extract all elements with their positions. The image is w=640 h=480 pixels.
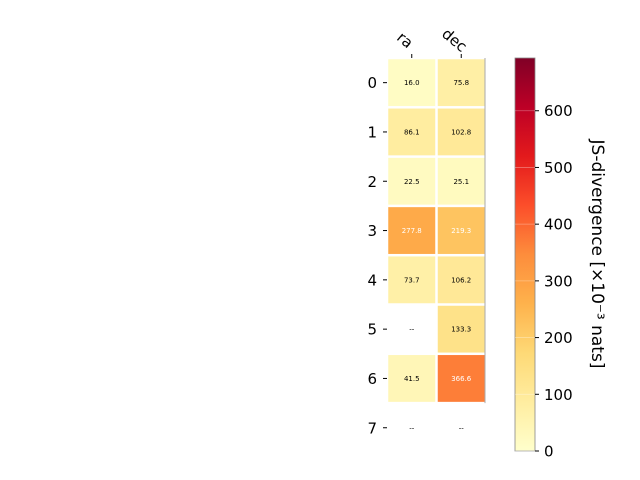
- cell-value-label: 219.3: [451, 227, 471, 235]
- heatmap-cells: 16.0 75.8 86.1 102.8 22.5 25.1 277.8 219.3 73.7 1…: [388, 58, 486, 432]
- colorbar-tick-label: 0: [544, 443, 554, 461]
- cell-value-label: 22.5: [404, 178, 420, 186]
- row-label-0: 0: [367, 74, 377, 92]
- row-label-3: 3: [367, 222, 377, 240]
- heatmap-cell-4-dec: [437, 256, 485, 304]
- colorbar-label: JS-divergence [×10⁻³ nats]: [587, 139, 607, 369]
- cell-value-label: 106.2: [451, 276, 471, 284]
- heatmap-cell-6-ra: [388, 355, 436, 402]
- colorbar-tick-label: 600: [544, 102, 573, 120]
- column-label-ra: ra: [393, 28, 416, 52]
- row-label-6: 6: [367, 370, 377, 388]
- cell-value-label: --: [409, 424, 415, 432]
- cell-value-label: 41.5: [404, 375, 420, 383]
- heatmap-cell-1-ra: [388, 108, 436, 156]
- colorbar-tick-label: 300: [544, 272, 573, 290]
- cell-value-label: --: [459, 424, 465, 432]
- row-label-5: 5: [367, 321, 377, 339]
- row-label-2: 2: [367, 173, 377, 191]
- cell-value-label: 16.0: [404, 79, 420, 87]
- cell-value-label: 73.7: [404, 276, 420, 284]
- heatmap-cell-6-dec: [437, 355, 485, 402]
- cell-value-label: 102.8: [451, 128, 471, 136]
- column-label-dec: dec: [438, 25, 470, 56]
- heatmap-cell-0-dec: [437, 59, 485, 107]
- cell-value-label: 75.8: [453, 79, 469, 87]
- cell-value-label: 366.6: [451, 375, 472, 383]
- colorbar-tick-label: 100: [544, 386, 573, 404]
- heatmap-cell-1-dec: [437, 108, 485, 156]
- colorbar-tick-label: 400: [544, 216, 573, 234]
- heatmap-cell-2-ra: [388, 157, 436, 205]
- row-label-1: 1: [367, 123, 377, 141]
- cell-value-label: 133.3: [451, 326, 471, 334]
- cell-value-label: 277.8: [402, 227, 422, 235]
- heatmap-cell-4-ra: [388, 256, 436, 304]
- cell-value-label: --: [409, 326, 415, 334]
- cell-value-label: 86.1: [404, 128, 420, 136]
- heatmap-cell-0-ra: [388, 59, 436, 107]
- row-label-4: 4: [367, 271, 377, 289]
- colorbar: 0 100 200 300 400 500 600 JS-divergence [×10⁻³ …: [514, 57, 607, 461]
- column-labels: ra dec: [393, 25, 471, 58]
- colorbar-tick-label: 200: [544, 329, 573, 347]
- colorbar-gradient: [514, 57, 536, 452]
- row-label-7: 7: [367, 419, 377, 437]
- colorbar-tick-label: 500: [544, 159, 573, 177]
- heatmap-cell-3-dec: [437, 207, 485, 254]
- heatmap-cell-2-dec: [437, 157, 485, 205]
- cell-value-label: 25.1: [453, 178, 469, 186]
- heatmap-cell-5-dec: [437, 305, 485, 353]
- row-labels: 0 1 2 3 4 5 6 7: [367, 74, 387, 437]
- heatmap-cell-3-ra: [388, 207, 436, 254]
